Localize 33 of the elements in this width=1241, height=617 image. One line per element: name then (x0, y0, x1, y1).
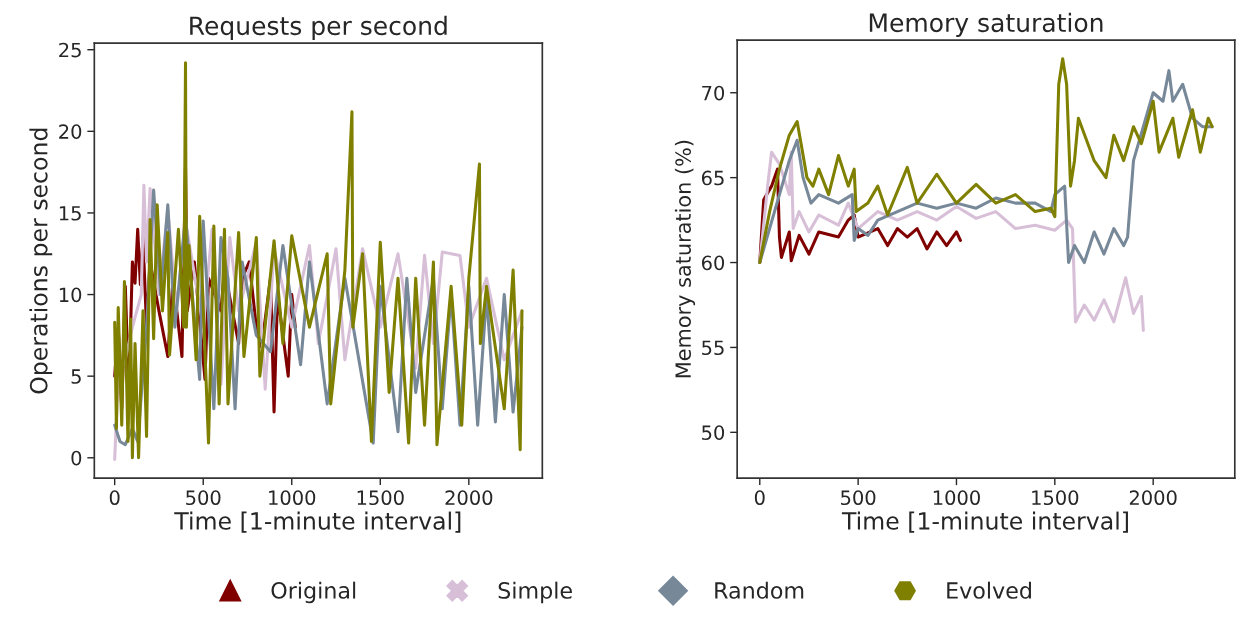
y-tick-label: 20 (59, 124, 82, 139)
chart-title: Requests per second (190, 15, 447, 41)
y-tick-label: 60 (701, 255, 725, 271)
legend-label: Simple (498, 581, 572, 604)
y-tick-label: 10 (59, 287, 82, 303)
x-tick-label: 1500 (357, 490, 404, 506)
line-series (758, 150, 1145, 332)
x-tick-label: 2000 (445, 490, 493, 506)
y-tick-label: 55 (702, 340, 724, 356)
y-tick-label: 5 (71, 369, 81, 384)
line-series (113, 61, 524, 460)
legend-label: Original (271, 581, 356, 604)
x-tick-label: 1000 (269, 490, 316, 506)
x-tick-label: 500 (841, 490, 876, 506)
legend-label: Random (715, 581, 804, 599)
y-tick-label: 25 (59, 42, 81, 58)
x-tick-label: 2000 (1129, 490, 1177, 506)
y-tick-label: 70 (702, 85, 725, 101)
x-tick-label: 500 (186, 490, 221, 506)
y-axis-title: Memory saturation (%) (674, 140, 696, 378)
chart-title: Memory saturation (869, 12, 1103, 37)
x-axis-title: Time [1-minute interval] (174, 511, 461, 533)
x-tick-label: 1000 (933, 490, 980, 506)
y-tick-label: 65 (701, 170, 724, 186)
y-tick-label: 0 (71, 450, 82, 466)
legend-label: Evolved (947, 581, 1031, 599)
y-axis-title: Operations per second (29, 128, 53, 394)
y-tick-label: 15 (59, 206, 81, 221)
x-tick-label: 1500 (1032, 490, 1079, 506)
y-tick-label: 50 (702, 425, 725, 440)
x-tick-label: 0 (109, 490, 120, 506)
x-axis-title: Time [1-minute interval] (841, 511, 1128, 533)
x-tick-label: 0 (754, 490, 765, 506)
